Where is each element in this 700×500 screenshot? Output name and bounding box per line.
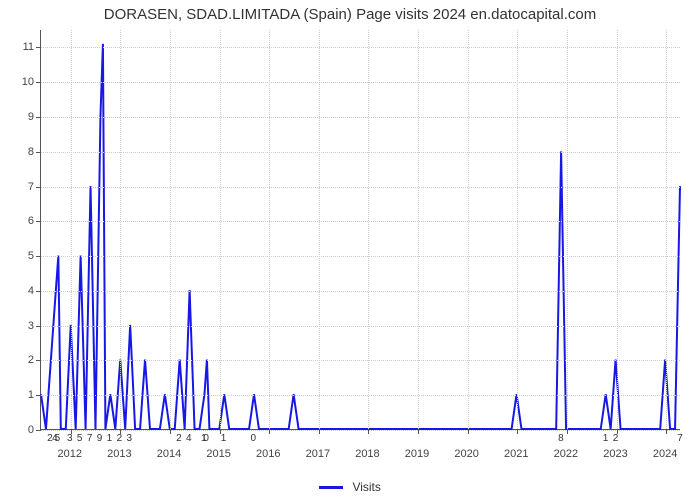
gridline-vertical <box>517 30 518 429</box>
x-tick-label: 2016 <box>256 448 280 460</box>
value-label: 0 <box>203 433 209 444</box>
gridline-horizontal <box>41 291 680 292</box>
gridline-vertical <box>418 30 419 429</box>
x-tick-label: 2015 <box>206 448 230 460</box>
gridline-vertical <box>319 30 320 429</box>
legend: Visits <box>0 480 700 494</box>
gridline-vertical <box>468 30 469 429</box>
gridline-vertical <box>220 30 221 429</box>
x-tick-label: 2012 <box>58 448 82 460</box>
value-label: 1 <box>107 433 113 444</box>
gridline-vertical <box>617 30 618 429</box>
x-tick-label: 2019 <box>405 448 429 460</box>
line-series <box>41 30 680 429</box>
legend-label: Visits <box>352 480 380 494</box>
y-axis-labels: 01234567891011 <box>0 30 40 430</box>
value-label: 4 <box>186 433 192 444</box>
value-label: 3 <box>67 433 73 444</box>
x-tick-label: 2017 <box>306 448 330 460</box>
value-label: 2 <box>613 433 619 444</box>
gridline-horizontal <box>41 326 680 327</box>
x-tick-label: 2023 <box>603 448 627 460</box>
value-label: 5 <box>55 433 61 444</box>
legend-swatch <box>319 486 343 489</box>
gridline-horizontal <box>41 256 680 257</box>
y-tick-label: 5 <box>28 250 40 262</box>
gridline-vertical <box>666 30 667 429</box>
x-tick-label: 2021 <box>504 448 528 460</box>
y-tick-label: 7 <box>28 181 40 193</box>
x-tick-label: 2024 <box>653 448 677 460</box>
x-tick-label: 2020 <box>454 448 478 460</box>
y-tick-label: 2 <box>28 354 40 366</box>
y-tick-label: 6 <box>28 215 40 227</box>
y-tick-label: 0 <box>28 424 40 436</box>
chart-title: DORASEN, SDAD.LIMITADA (Spain) Page visi… <box>0 6 700 23</box>
value-label: 9 <box>97 433 103 444</box>
gridline-horizontal <box>41 430 680 431</box>
gridline-horizontal <box>41 47 680 48</box>
gridline-horizontal <box>41 395 680 396</box>
x-tick-label: 2018 <box>355 448 379 460</box>
value-label: 3 <box>127 433 133 444</box>
value-label: 0 <box>251 433 257 444</box>
gridline-vertical <box>170 30 171 429</box>
x-tick-label: 2022 <box>554 448 578 460</box>
value-label: 2 <box>117 433 123 444</box>
gridline-horizontal <box>41 152 680 153</box>
y-tick-label: 11 <box>23 41 40 53</box>
value-label: 5 <box>77 433 83 444</box>
y-tick-label: 4 <box>28 285 40 297</box>
y-tick-label: 1 <box>28 389 40 401</box>
gridline-horizontal <box>41 187 680 188</box>
value-labels-row: 24535791232410108127 <box>40 433 680 447</box>
x-axis-labels: 2012 2013 2014 2015 2016 2017 2018 2019 2020 2021… <box>40 448 680 462</box>
value-label: 8 <box>558 433 564 444</box>
gridline-horizontal <box>41 360 680 361</box>
gridline-horizontal <box>41 221 680 222</box>
y-tick-label: 9 <box>28 111 40 123</box>
gridline-horizontal <box>41 117 680 118</box>
gridline-vertical <box>567 30 568 429</box>
gridline-vertical <box>120 30 121 429</box>
gridline-horizontal <box>41 82 680 83</box>
value-label: 7 <box>87 433 93 444</box>
plot-area <box>40 30 680 430</box>
gridline-vertical <box>269 30 270 429</box>
gridline-vertical <box>71 30 72 429</box>
value-label: 1 <box>603 433 609 444</box>
chart-container: DORASEN, SDAD.LIMITADA (Spain) Page visi… <box>0 0 700 500</box>
y-tick-label: 8 <box>28 146 40 158</box>
value-label: 7 <box>677 433 683 444</box>
value-label: 1 <box>221 433 227 444</box>
y-tick-label: 10 <box>22 76 40 88</box>
y-tick-label: 3 <box>28 320 40 332</box>
x-tick-label: 2013 <box>107 448 131 460</box>
value-label: 2 <box>176 433 182 444</box>
x-tick-label: 2014 <box>157 448 181 460</box>
gridline-vertical <box>368 30 369 429</box>
